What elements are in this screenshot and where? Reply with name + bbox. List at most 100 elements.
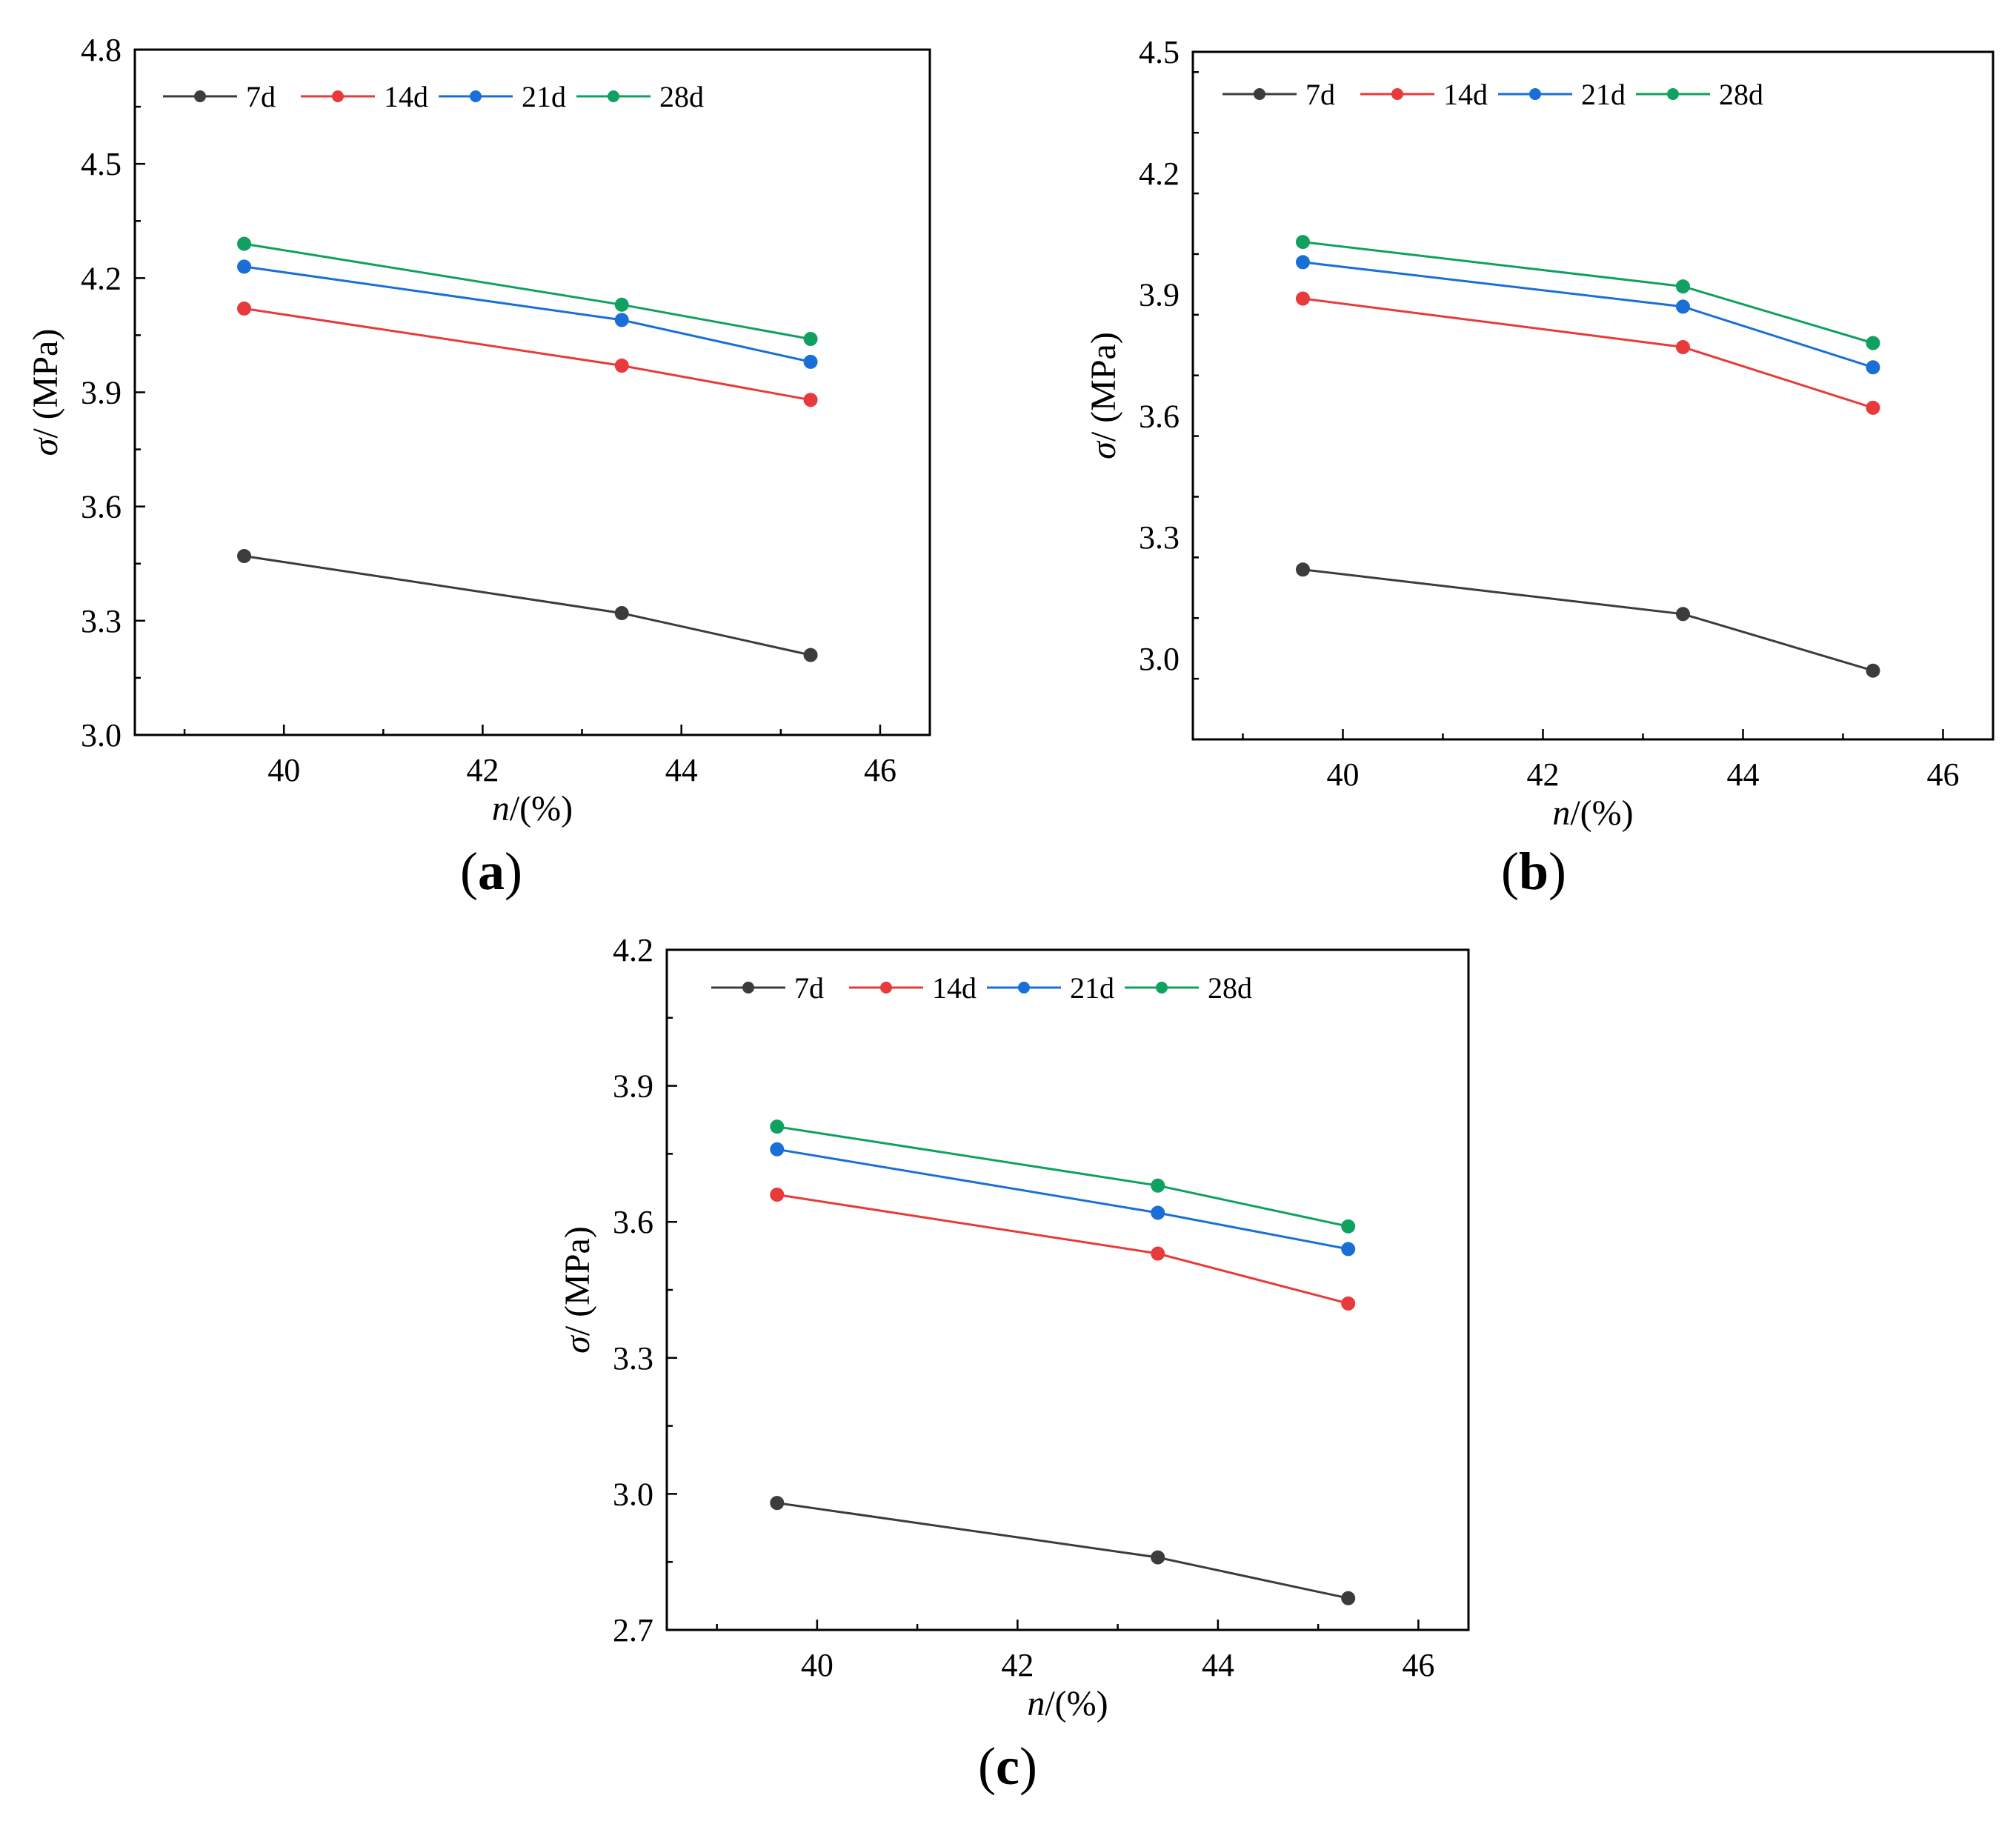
x-tick-label: 42 bbox=[1001, 1647, 1034, 1683]
series-line-21d bbox=[776, 1148, 1348, 1251]
data-point-7d bbox=[1866, 663, 1880, 678]
panel-label-letter: b bbox=[1519, 842, 1548, 901]
data-point-28d bbox=[770, 1119, 785, 1134]
legend-label-28d: 28d bbox=[1208, 971, 1252, 1005]
legend: 7d 14d 21d 28d bbox=[1222, 78, 1763, 111]
x-axis-variable: n bbox=[492, 789, 510, 828]
x-tick-label: 46 bbox=[1402, 1647, 1434, 1683]
data-point-14d bbox=[237, 301, 252, 316]
data-point-14d bbox=[770, 1187, 785, 1202]
data-point-14d bbox=[1151, 1246, 1165, 1261]
legend-label-7d: 7d bbox=[794, 971, 824, 1005]
legend-marker-28d bbox=[1667, 88, 1679, 100]
data-point-28d bbox=[1151, 1178, 1165, 1193]
data-point-7d bbox=[803, 648, 818, 662]
x-axis-variable: n bbox=[1552, 793, 1570, 833]
x-axis-label: n/(%) bbox=[1552, 793, 1633, 833]
panel-label: (a) bbox=[460, 842, 522, 901]
y-axis-label: σ/ (MPa) bbox=[558, 1226, 597, 1354]
legend-marker-7d bbox=[194, 90, 206, 102]
series-line-7d bbox=[776, 1502, 1349, 1600]
series-line-14d bbox=[1303, 297, 1874, 409]
y-tick-label: 3.9 bbox=[1139, 277, 1180, 313]
legend-marker-21d bbox=[1529, 88, 1541, 100]
y-axis-label: σ/ (MPa) bbox=[26, 329, 65, 456]
data-point-21d bbox=[1676, 299, 1690, 314]
panel-label: (b) bbox=[1501, 842, 1566, 901]
data-point-28d bbox=[1676, 279, 1690, 294]
y-tick-label: 3.6 bbox=[1139, 398, 1180, 434]
y-tick-label: 3.9 bbox=[613, 1068, 653, 1105]
panel-label-letter: a bbox=[478, 842, 505, 901]
y-tick-label: 4.2 bbox=[613, 932, 653, 968]
chart-panel-a: 40 42 44 46 3.0 3.3 3.6 3.9 4.2 4.5 4.8 n/(%) σ/ (MP… bbox=[26, 32, 931, 901]
panel-label-letter: c bbox=[996, 1737, 1019, 1796]
data-point-21d bbox=[770, 1142, 785, 1157]
data-point-21d bbox=[1341, 1242, 1356, 1257]
data-point-28d bbox=[237, 236, 252, 251]
legend-marker-14d bbox=[332, 90, 344, 102]
legend-marker-7d bbox=[1254, 88, 1265, 100]
legend-label-21d: 21d bbox=[522, 80, 566, 113]
y-axis-variable: σ bbox=[1084, 440, 1123, 459]
x-axis-variable: n bbox=[1027, 1684, 1045, 1723]
plot-frame bbox=[665, 948, 1470, 1631]
y-tick-label: 4.5 bbox=[81, 146, 122, 182]
legend: 7d 14d 21d 28d bbox=[163, 80, 704, 113]
legend-label-28d: 28d bbox=[659, 80, 704, 113]
x-tick-label: 40 bbox=[1327, 756, 1360, 793]
data-point-28d bbox=[1341, 1219, 1356, 1234]
series-line-21d bbox=[244, 265, 811, 363]
data-point-28d bbox=[1296, 235, 1310, 250]
legend-label-7d: 7d bbox=[246, 80, 276, 113]
data-point-21d bbox=[803, 354, 818, 369]
y-axis-unit: / (MPa) bbox=[26, 329, 65, 439]
data-point-14d bbox=[1341, 1296, 1356, 1311]
y-axis-label: σ/ (MPa) bbox=[1084, 332, 1123, 459]
y-tick-label: 4.2 bbox=[1139, 156, 1180, 192]
y-tick-label: 3.0 bbox=[81, 717, 122, 753]
data-point-14d bbox=[1296, 291, 1310, 306]
y-axis-unit: / (MPa) bbox=[558, 1226, 597, 1336]
x-tick-label: 46 bbox=[1927, 756, 1960, 793]
x-axis-label: n/(%) bbox=[1027, 1684, 1108, 1723]
series-line-21d bbox=[1303, 261, 1874, 369]
data-point-7d bbox=[1151, 1550, 1165, 1565]
legend-label-7d: 7d bbox=[1305, 78, 1335, 111]
data-point-7d bbox=[1341, 1591, 1356, 1605]
legend-marker-28d bbox=[608, 90, 619, 102]
plot-frame bbox=[133, 48, 931, 736]
y-tick-label: 3.3 bbox=[81, 603, 122, 639]
legend-marker-14d bbox=[1391, 88, 1403, 100]
x-tick-label: 42 bbox=[466, 752, 499, 788]
data-point-28d bbox=[1866, 336, 1880, 350]
legend-marker-28d bbox=[1156, 982, 1168, 994]
x-axis-unit: /(%) bbox=[1570, 793, 1633, 833]
x-tick-label: 42 bbox=[1527, 756, 1560, 793]
y-tick-label: 4.5 bbox=[1139, 34, 1180, 70]
data-point-21d bbox=[614, 313, 629, 327]
panel-label-open: ( bbox=[460, 842, 478, 901]
data-point-7d bbox=[237, 548, 252, 563]
x-tick-label: 44 bbox=[1202, 1647, 1234, 1683]
data-point-14d bbox=[803, 393, 818, 407]
series-line-14d bbox=[244, 307, 811, 402]
y-tick-label: 3.6 bbox=[613, 1204, 653, 1240]
data-point-21d bbox=[1151, 1205, 1165, 1220]
x-axis-unit: /(%) bbox=[1045, 1684, 1108, 1723]
y-tick-label: 3.3 bbox=[613, 1340, 653, 1377]
x-tick-label: 40 bbox=[267, 752, 300, 788]
plot-frame bbox=[1191, 50, 1995, 741]
panel-label-open: ( bbox=[978, 1737, 996, 1796]
data-point-28d bbox=[614, 297, 629, 312]
chart-panel-c: 40 42 44 46 2.7 3.0 3.3 3.6 3.9 4.2 n/(%) σ/ (MPa) 7… bbox=[558, 932, 1470, 1796]
series-line-28d bbox=[1303, 241, 1874, 345]
legend-marker-21d bbox=[470, 90, 482, 102]
panel-label: (c) bbox=[978, 1737, 1037, 1796]
series-line-7d bbox=[1303, 568, 1874, 672]
data-point-21d bbox=[1296, 255, 1310, 270]
x-tick-label: 46 bbox=[864, 752, 896, 788]
series-line-14d bbox=[776, 1194, 1349, 1305]
legend-label-21d: 21d bbox=[1581, 78, 1626, 111]
